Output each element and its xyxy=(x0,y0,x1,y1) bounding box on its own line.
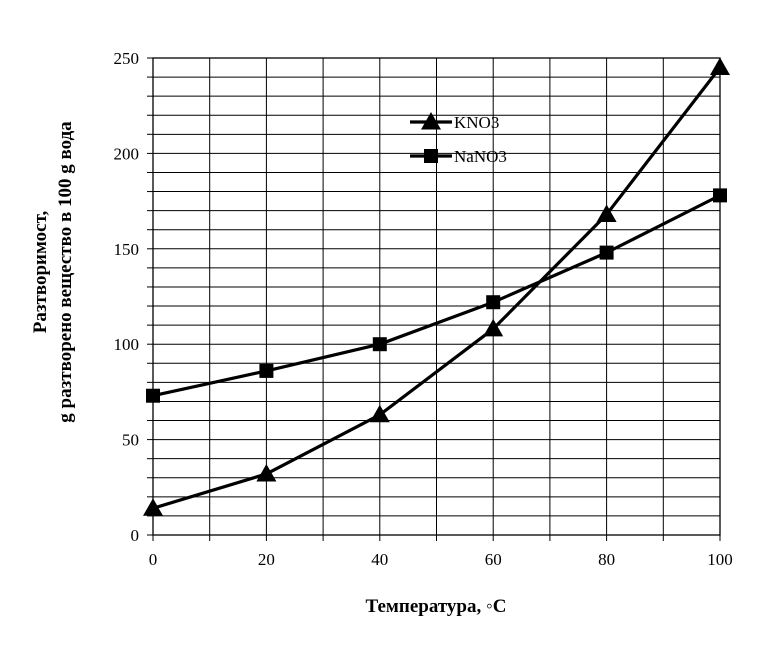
series-line-kno3 xyxy=(152,66,722,510)
data-point-kno3 xyxy=(483,318,504,337)
data-point-kno3 xyxy=(596,204,617,222)
data-point-nano3 xyxy=(599,245,614,260)
tick-labels: 0 50 100 150 200 250 0 20 40 60 80 100 xyxy=(114,49,733,569)
series-line-nano3 xyxy=(152,193,721,398)
x-tick-label: 20 xyxy=(258,550,275,569)
legend-marker-kno3 xyxy=(421,112,441,130)
x-tick-label: 0 xyxy=(149,550,158,569)
x-tick-label: 100 xyxy=(707,550,733,569)
series-layer xyxy=(143,57,730,516)
x-tick-label: 40 xyxy=(371,550,388,569)
x-tick-label: 60 xyxy=(485,550,502,569)
x-tick-label: 80 xyxy=(598,550,615,569)
y-tick-label: 50 xyxy=(122,431,139,450)
legend-label-nano3: NaNO3 xyxy=(454,147,507,166)
data-point-nano3 xyxy=(146,388,160,403)
y-tick-label: 150 xyxy=(114,240,140,259)
legend-label-kno3: KNO3 xyxy=(454,113,499,132)
y-axis-title-line1: Разтворимост, xyxy=(30,211,51,334)
y-tick-label: 100 xyxy=(114,335,140,354)
grid xyxy=(147,57,721,541)
data-point-nano3 xyxy=(486,295,501,310)
data-point-kno3 xyxy=(369,404,390,423)
y-axis-title: Разтворимост, g разтворено вещество в 10… xyxy=(30,121,76,423)
data-point-nano3 xyxy=(713,188,727,203)
data-point-nano3 xyxy=(372,337,387,352)
data-point-kno3 xyxy=(256,463,277,482)
y-tick-label: 200 xyxy=(114,144,140,163)
legend-marker-nano3 xyxy=(424,149,438,163)
x-axis-title: Температура, ◦C xyxy=(366,596,507,617)
data-point-nano3 xyxy=(259,363,274,378)
data-point-kno3 xyxy=(143,498,163,516)
legend: KNO3 NaNO3 xyxy=(410,112,507,166)
data-point-kno3 xyxy=(710,57,730,76)
y-axis-title-line2: g разтворено вещество в 100 g вода xyxy=(55,121,76,423)
y-tick-label: 250 xyxy=(114,49,140,68)
y-tick-label: 0 xyxy=(131,526,140,545)
